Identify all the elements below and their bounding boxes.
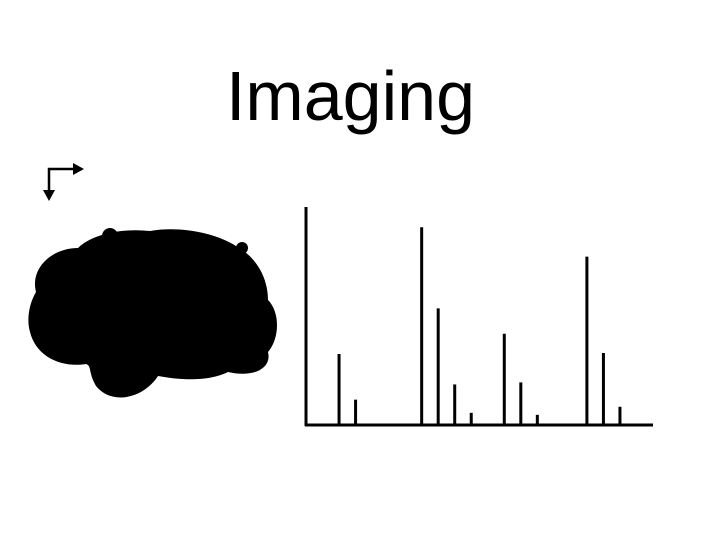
- orientation-arrows-icon: [43, 163, 84, 201]
- chart-bars: [337, 227, 622, 425]
- slide-title: Imaging: [225, 57, 476, 135]
- chart: [304, 207, 653, 427]
- brain-silhouette-icon: [28, 228, 277, 398]
